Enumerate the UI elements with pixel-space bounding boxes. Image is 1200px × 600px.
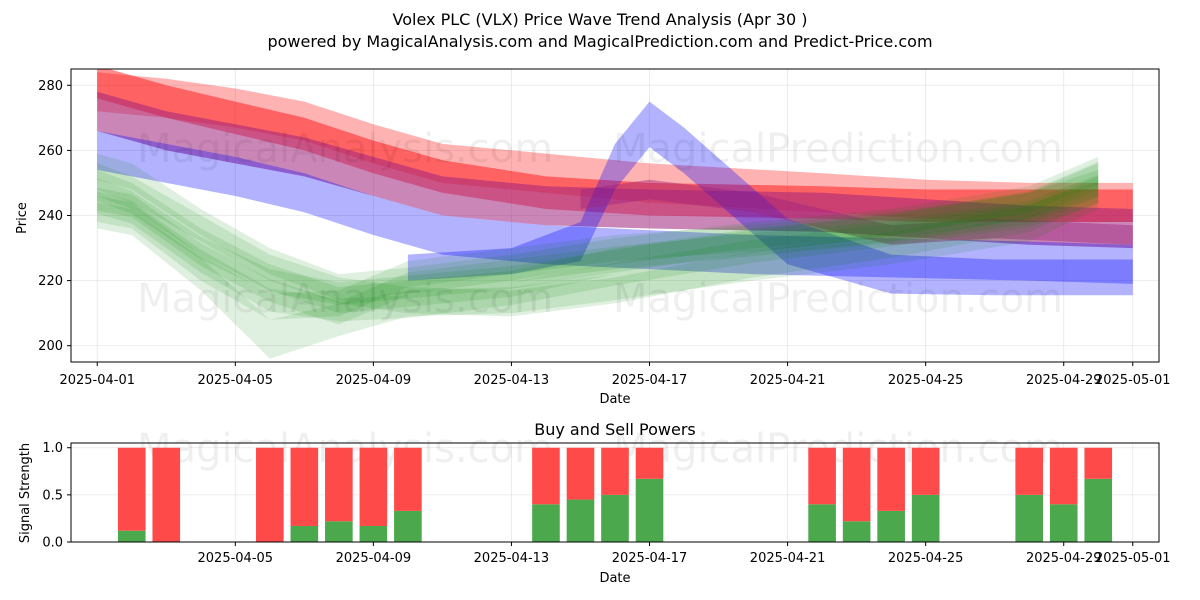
sell-bar — [911, 447, 940, 495]
price-band-green — [97, 163, 1099, 314]
sell-bar — [635, 447, 664, 479]
price-band-blue — [97, 130, 1133, 284]
price-band-green — [97, 174, 1099, 325]
watermark-top-left-2: MagicalAnalysis.com — [137, 276, 553, 322]
signal-x-tick-label: 2025-04-29 — [1026, 551, 1102, 566]
price-y-tick-label: 240 — [38, 209, 63, 224]
signal-x-tick-label: 2025-05-01 — [1095, 551, 1171, 566]
price-x-tick-label: 2025-04-21 — [750, 373, 826, 388]
price-x-tick-label: 2025-04-05 — [198, 373, 274, 388]
sell-bar — [359, 447, 388, 526]
price-x-tick-label: 2025-04-13 — [474, 373, 550, 388]
buy-bar — [911, 494, 940, 542]
price-x-tick-label: 2025-04-29 — [1026, 373, 1102, 388]
buy-bar — [532, 504, 560, 542]
price-band-red — [97, 72, 1133, 222]
signal-axis-ticks: 2025-04-05 2025-04-09 2025-04-13 2025-04-17… — [42, 441, 1170, 566]
watermark-top-right-1: MagicalPrediction.com — [613, 126, 1063, 172]
price-band-green — [97, 169, 1099, 320]
signal-x-tick-label: 2025-04-21 — [750, 551, 826, 566]
price-x-tick-label: 2025-04-17 — [612, 373, 688, 388]
sell-bar — [532, 447, 560, 505]
price-band-green — [97, 161, 1099, 305]
price-y-tick-label: 220 — [38, 274, 63, 289]
signal-y-tick-label: 0.0 — [42, 536, 63, 551]
price-band-green — [97, 163, 1099, 317]
buy-bar — [1015, 494, 1044, 542]
price-band-blue — [407, 101, 1133, 296]
sell-bar — [601, 447, 629, 495]
sell-bar — [1084, 447, 1113, 479]
signal-x-tick-label: 2025-04-05 — [198, 551, 274, 566]
price-bands — [97, 69, 1133, 359]
chart-title-line1: Volex PLC (VLX) Price Wave Trend Analysi… — [393, 10, 808, 29]
price-grid — [71, 69, 1159, 362]
price-y-axis-label: Price — [15, 202, 30, 234]
sell-bar — [290, 447, 319, 526]
price-axis-ticks: 2025-04-01 2025-04-05 2025-04-09 2025-04-13… — [38, 79, 1170, 388]
sell-bar — [1049, 447, 1078, 505]
price-band-green — [97, 182, 1099, 359]
watermark-bottom-right: MagicalPrediction.com — [613, 426, 1063, 472]
price-band-green — [97, 153, 1099, 301]
sell-bar — [877, 447, 905, 511]
sell-bar — [808, 447, 836, 505]
price-band-purple — [580, 179, 1133, 245]
buy-bar — [635, 478, 664, 542]
buy-bar — [566, 499, 595, 542]
buy-bar — [1049, 504, 1078, 542]
sell-bar — [566, 447, 595, 500]
buy-bar — [394, 510, 422, 542]
sell-bar — [325, 447, 353, 522]
buy-bar — [117, 530, 146, 542]
signal-x-tick-label: 2025-04-17 — [612, 551, 688, 566]
signal-x-axis-label: Date — [599, 571, 630, 586]
buy-bar — [808, 504, 836, 542]
sell-bar — [394, 447, 422, 511]
sell-bar — [1015, 447, 1044, 495]
buy-bar — [601, 494, 629, 542]
buy-bar — [325, 521, 353, 542]
sell-bar — [152, 447, 181, 542]
signal-y-axis-label: Signal Strength — [18, 443, 33, 543]
signal-chart-panel: Buy and Sell Powers MagicalAnalysis.com … — [18, 420, 1171, 586]
sell-bar — [117, 447, 146, 531]
sell-bar — [256, 447, 284, 542]
price-x-tick-label: 2025-05-01 — [1095, 373, 1171, 388]
watermark-top-left-1: MagicalAnalysis.com — [137, 126, 553, 172]
price-x-tick-label: 2025-04-01 — [59, 373, 135, 388]
price-y-tick-label: 280 — [38, 79, 63, 94]
signal-x-tick-label: 2025-04-09 — [336, 551, 412, 566]
price-chart-panel: MagicalAnalysis.com MagicalPrediction.co… — [15, 68, 1171, 407]
chart-title-line2: powered by MagicalAnalysis.com and Magic… — [267, 32, 932, 51]
buy-bar — [1084, 478, 1113, 542]
signal-plot-frame — [70, 442, 1160, 543]
signal-chart-title: Buy and Sell Powers — [534, 420, 696, 439]
buy-bar — [877, 510, 905, 542]
price-y-tick-label: 260 — [38, 144, 63, 159]
signal-y-tick-label: 1.0 — [42, 441, 63, 456]
signal-y-tick-label: 0.5 — [42, 488, 63, 503]
signal-x-tick-label: 2025-04-25 — [888, 551, 964, 566]
price-x-tick-label: 2025-04-25 — [888, 373, 964, 388]
buy-bar — [842, 521, 871, 542]
price-x-axis-label: Date — [599, 392, 630, 407]
signal-x-tick-label: 2025-04-13 — [474, 551, 550, 566]
signal-bars — [117, 447, 1113, 542]
buy-bar — [359, 525, 388, 542]
price-band-purple — [97, 91, 1133, 249]
sell-bar — [842, 447, 871, 522]
price-x-tick-label: 2025-04-09 — [336, 373, 412, 388]
buy-bar — [290, 525, 319, 542]
price-y-tick-label: 200 — [38, 339, 63, 354]
watermark-top-right-2: MagicalPrediction.com — [613, 276, 1063, 322]
